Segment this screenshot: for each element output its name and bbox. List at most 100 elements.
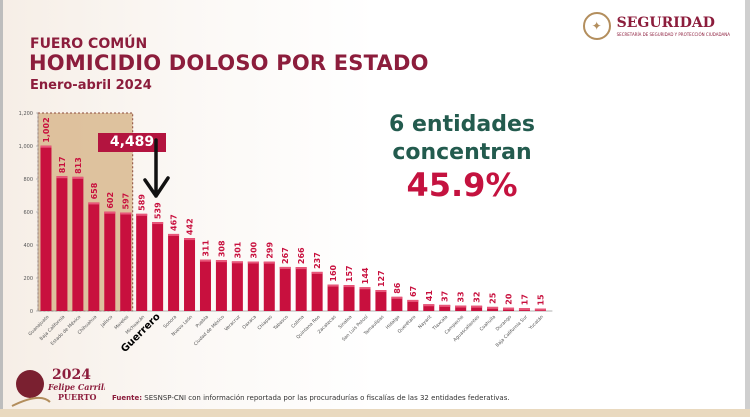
bar [407, 299, 419, 311]
bar-value-label: 1,002 [42, 117, 51, 142]
x-tick-label: Yucatán [526, 313, 544, 331]
bar-value-label: 597 [122, 193, 131, 210]
y-tick-label: 800 [23, 177, 33, 183]
bar-cap [487, 306, 499, 309]
bar [279, 266, 291, 311]
bar [231, 261, 243, 311]
bar [168, 233, 180, 311]
x-tick-label: San Luis Potosí [340, 313, 370, 343]
bar-value-label: 602 [106, 192, 115, 209]
y-tick-label: 400 [23, 243, 33, 249]
bar-cap [72, 176, 84, 179]
bar-value-label: 658 [90, 182, 99, 199]
bar-value-label: 442 [186, 218, 195, 235]
bar [199, 259, 211, 311]
bar-value-label: 25 [489, 292, 498, 304]
bar-cap [263, 261, 275, 264]
bar-value-label: 589 [138, 194, 147, 211]
bar-value-label: 266 [297, 247, 306, 264]
bar-cap [423, 304, 435, 307]
bar-cap [247, 261, 259, 264]
bar-value-label: 144 [361, 267, 370, 284]
bar [455, 305, 467, 311]
x-tick-label: Oaxaca [241, 314, 258, 331]
category-label: FUERO COMÚN [30, 36, 148, 52]
x-tick-label: Sonora [162, 314, 178, 330]
bar [104, 211, 116, 311]
bar [136, 213, 148, 311]
bar [295, 267, 307, 311]
bar-value-label: 67 [409, 286, 418, 297]
bar-cap [215, 260, 227, 263]
bar-value-label: 467 [170, 214, 179, 231]
logo-name: SEGURIDAD [616, 14, 715, 31]
bar [327, 284, 339, 311]
frame-right [745, 0, 750, 417]
bar-cap [136, 213, 148, 216]
logo-subtitle: SECRETARÍA DE SEGURIDAD Y PROTECCIÓN CIU… [616, 31, 730, 37]
source-text: SESNSP-CNI con información reportada por… [144, 394, 510, 402]
seguridad-logo: ✦ SEGURIDAD SECRETARÍA DE SEGURIDAD Y PR… [582, 12, 730, 40]
bar-cap [199, 259, 211, 262]
bar-cap [359, 287, 371, 290]
bar-value-label: 237 [313, 252, 322, 269]
bar-value-label: 20 [505, 293, 514, 305]
bar-cap [295, 267, 307, 270]
eagle-seal-icon: ✦ [582, 12, 611, 40]
y-tick-label: 200 [23, 276, 33, 282]
frame-left [0, 0, 3, 417]
bar-cap [168, 233, 180, 236]
period-label: Enero-abril 2024 [30, 78, 152, 93]
y-tick-label: 0 [30, 309, 33, 315]
bar-value-label: 817 [58, 156, 67, 173]
y-tick-label: 1,200 [19, 111, 33, 117]
x-tick-label: Tabasco [272, 314, 290, 332]
bar-cap [184, 238, 196, 241]
bar-value-label: 308 [217, 240, 226, 257]
bar-cap [503, 307, 515, 310]
bar-cap [327, 284, 339, 287]
bar [247, 261, 259, 311]
bar [471, 305, 483, 311]
bar-value-label: 127 [377, 270, 386, 287]
bar [56, 176, 68, 311]
bar [152, 222, 164, 311]
bar [311, 271, 323, 311]
x-tick-label: Jalisco [99, 314, 114, 329]
bar [40, 145, 52, 311]
bar-value-label: 37 [441, 291, 450, 302]
source-label: Fuente: [112, 394, 143, 402]
svg-text:2024: 2024 [52, 367, 91, 383]
bar-cap [518, 308, 530, 311]
bar [343, 285, 355, 311]
bar-cap [40, 145, 52, 148]
bar-value-label: 32 [473, 292, 482, 303]
bar-cap [311, 271, 323, 274]
x-tick-label: Chiapas [256, 314, 274, 332]
highlight-line2: concentran [392, 140, 532, 165]
x-tick-label: Nayarit [417, 314, 433, 330]
x-tick-label: Aguascalientes [452, 314, 481, 343]
bar [391, 296, 403, 311]
bar-cap [375, 290, 387, 293]
bar-value-label: 160 [329, 264, 338, 281]
bar [423, 304, 435, 311]
bar-value-label: 33 [457, 291, 466, 302]
y-tick-label: 1,000 [19, 144, 33, 150]
bar-value-label: 86 [393, 282, 402, 294]
x-tick-label: Colima [290, 314, 306, 330]
bar [375, 290, 387, 311]
bar [439, 304, 451, 311]
felipe-carrillo-puerto-logo: 2024 Felipe Carrillo PUERTO [10, 362, 113, 408]
bar-cap [56, 176, 68, 179]
arrow-down-icon [143, 138, 170, 198]
highlight-percent: 45.9% [406, 166, 518, 204]
bar-cap [88, 202, 100, 205]
svg-text:Felipe Carrillo: Felipe Carrillo [47, 382, 105, 392]
bar-cap [439, 304, 451, 307]
x-tick-label: Coahuila [479, 314, 498, 333]
x-tick-label: Veracruz [223, 314, 242, 333]
bar [184, 238, 196, 311]
bottom-strip [0, 409, 750, 417]
bar [215, 260, 227, 311]
